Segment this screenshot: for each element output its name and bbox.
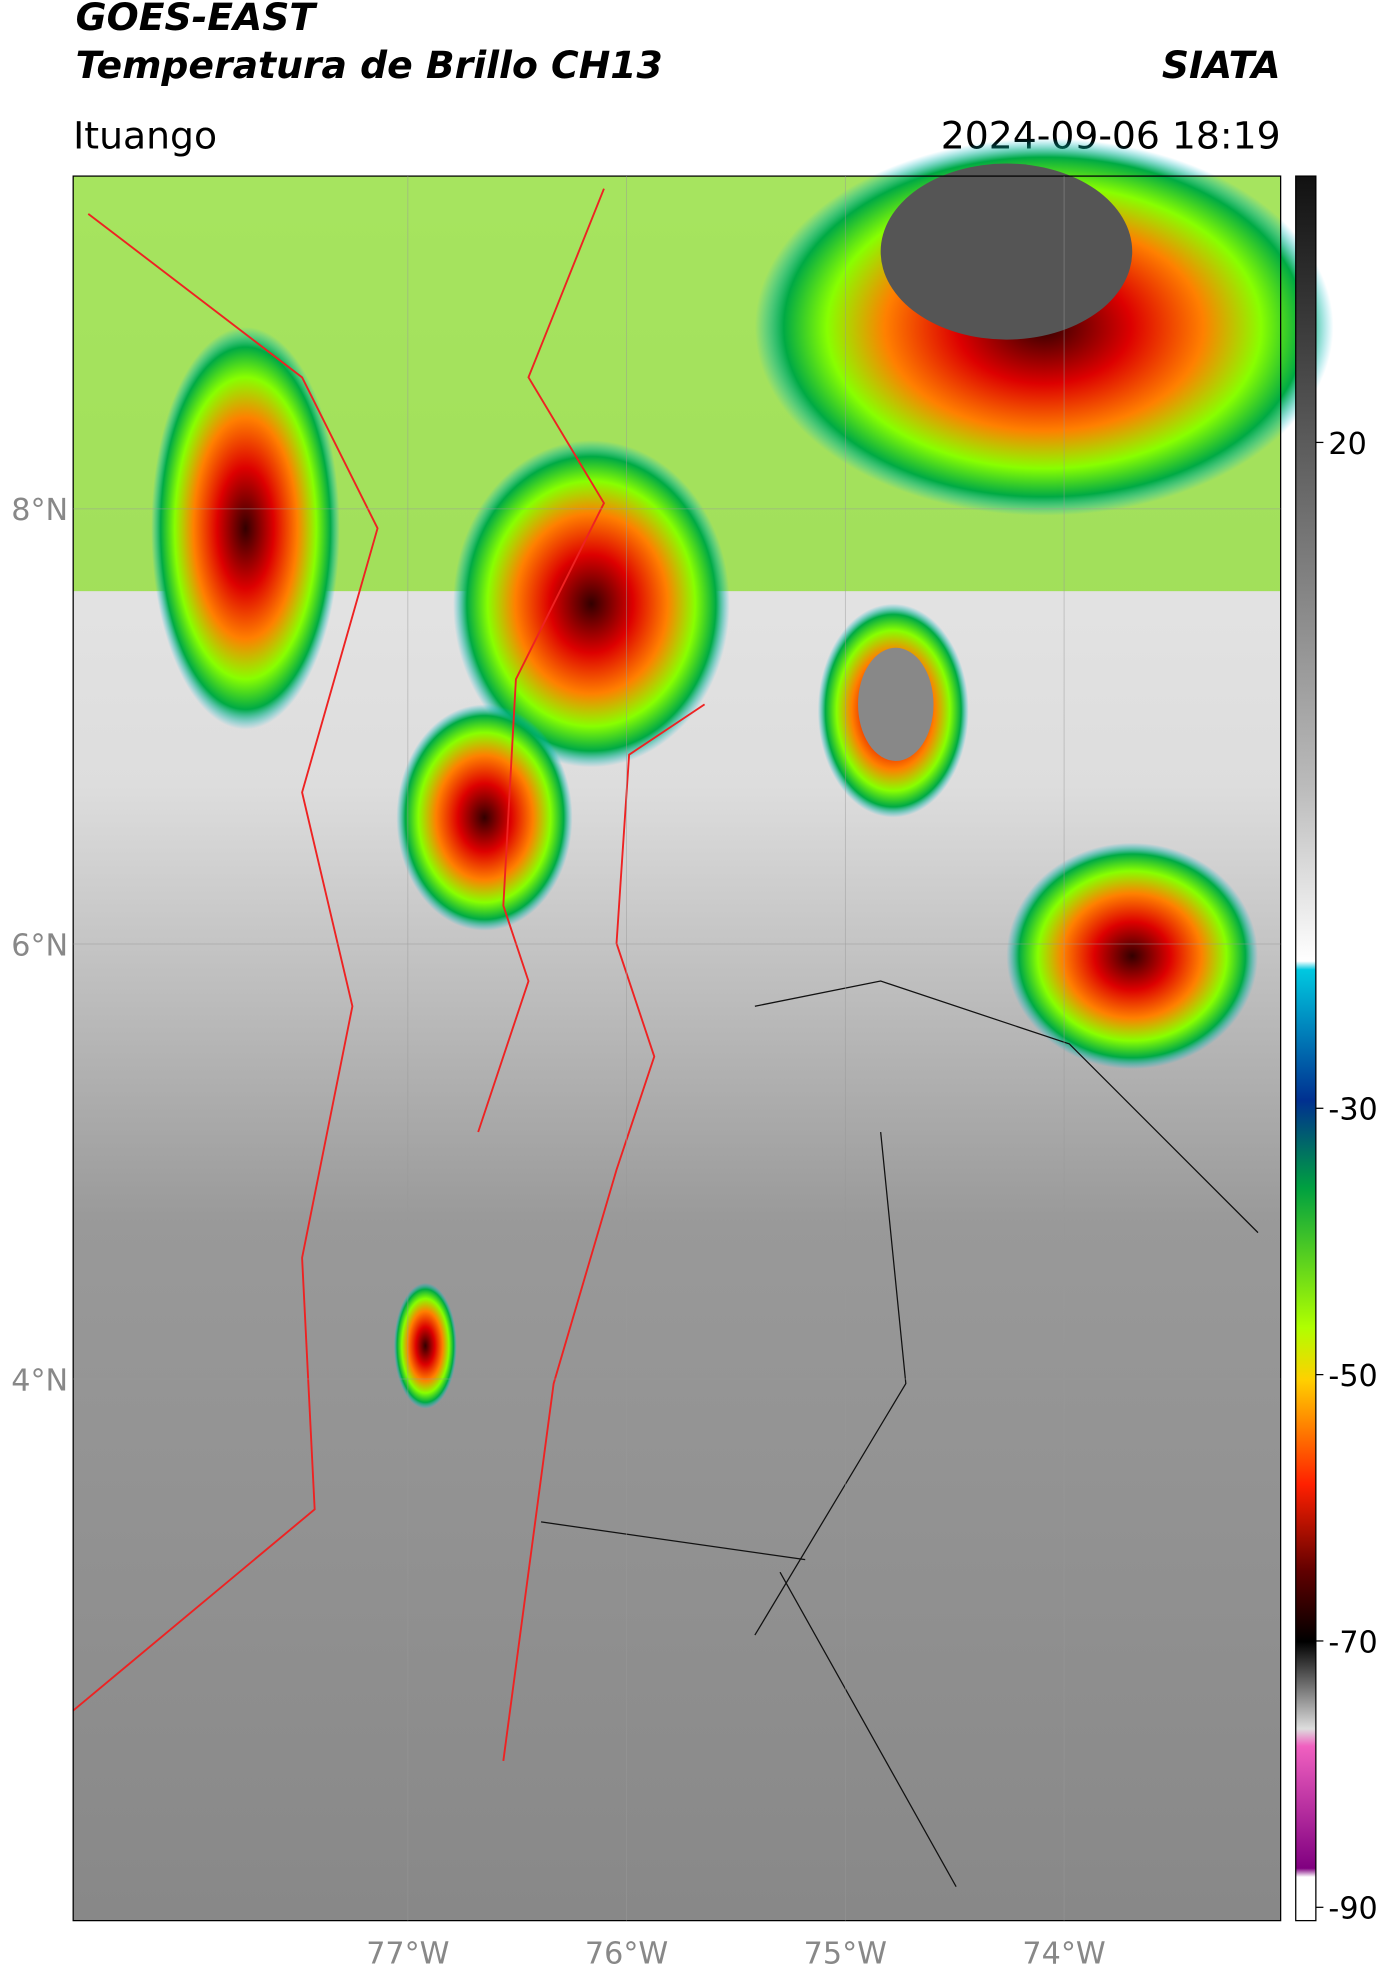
colorbar: [1295, 175, 1317, 1922]
agency: SIATA: [1162, 43, 1281, 87]
colorbar-tick-label: -50: [1328, 1359, 1377, 1394]
lon-tick-label: 77°W: [366, 1936, 449, 1971]
product: Temperatura de Brillo CH13: [76, 43, 663, 87]
lat-tick-label: 8°N: [11, 493, 68, 528]
lon-tick-label: 75°W: [804, 1936, 887, 1971]
lon-tick-label: 74°W: [1022, 1936, 1105, 1971]
map-frame: [72, 175, 1282, 1922]
colorbar-tick-label: -30: [1328, 1093, 1377, 1128]
colorbar-tick-label: -90: [1328, 1892, 1377, 1927]
colorbar-tick-label: -70: [1328, 1625, 1377, 1660]
lat-tick-label: 6°N: [11, 928, 68, 963]
colorbar-tick-label: 20: [1328, 427, 1366, 462]
map-image: [72, 138, 1334, 1921]
lon-tick-label: 76°W: [585, 1936, 668, 1971]
satellite: GOES-EAST: [76, 0, 319, 39]
region: Ituango: [73, 113, 217, 157]
lat-tick-label: 4°N: [11, 1363, 68, 1398]
